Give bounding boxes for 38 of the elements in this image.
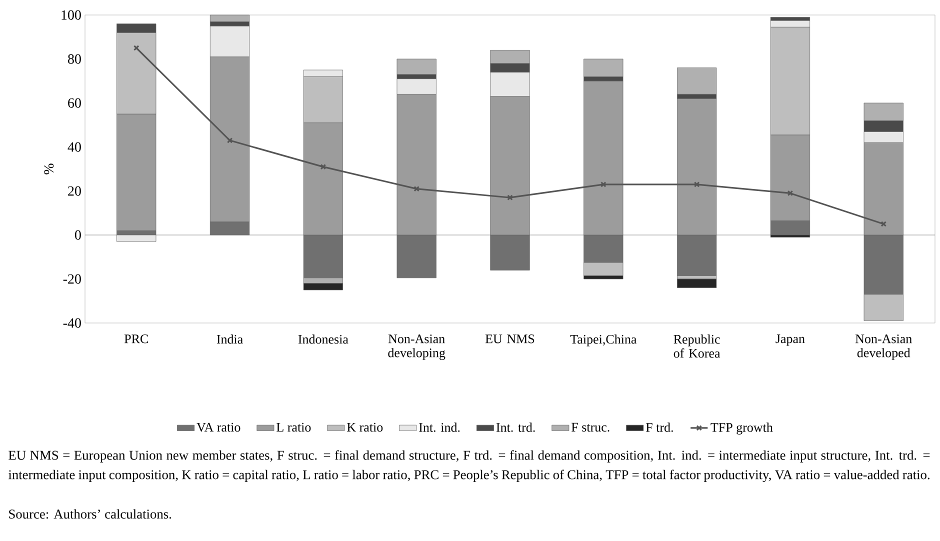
x-tick-label: India (216, 334, 243, 344)
point (787, 190, 794, 196)
y-tick-label: 40 (68, 142, 81, 152)
y-tick-label: -20 (63, 274, 81, 284)
legend-label: F struc. (572, 422, 610, 432)
source-note: Source: Authors’ calculations. (9, 509, 172, 519)
y-tick-label: 20 (68, 186, 81, 196)
y-tick-label: -40 (63, 318, 81, 328)
point (226, 137, 233, 144)
legend-label: TFP growth (710, 422, 773, 435)
x-tick-label: Indonesia (298, 334, 348, 344)
x-tick-label: Japan (776, 334, 805, 346)
x-tick-label: Taipei,China (570, 334, 637, 346)
text: EU NMS = European Union new member states, F struc. = final demand structure, F trd. = final demand composition, Int. ind. = intermediate input structure, Int. trd. = intermediate input composition, K ratio = capital ratio, L ratio = labor ratio, PRC = People’s Republic of China, TFP = total factor productivity, VA ratio = value-added ratio. (8, 450, 930, 482)
x-tick-label: EU NMS (485, 334, 534, 344)
y-tick-label: 0 (75, 230, 81, 240)
point (507, 194, 513, 201)
y-axis-title: % (44, 164, 54, 174)
y-tick-label: 100 (62, 10, 81, 20)
y-tick-label: 60 (68, 98, 81, 108)
legend-label: K ratio (347, 422, 383, 432)
point (320, 164, 326, 170)
point (414, 186, 420, 192)
bar (116, 234, 156, 242)
x-tick-label: Non-Asian developed (855, 334, 912, 360)
legend-label: Int. ind. (419, 422, 460, 432)
x-tick-label: PRC (124, 334, 148, 344)
point (600, 181, 606, 188)
legend-label: F trd. (646, 422, 673, 432)
legend-label: VA ratio (196, 422, 240, 432)
x-tick-label: Non-Asian developing (388, 334, 446, 360)
x-tick-label: Republic of Korea (674, 334, 720, 358)
bar (396, 58, 436, 75)
point (694, 181, 700, 188)
legend-label: L ratio (276, 422, 311, 432)
bar (676, 278, 717, 288)
y-tick-label: 80 (68, 54, 81, 64)
legend-label: Int. trd. (496, 422, 535, 432)
